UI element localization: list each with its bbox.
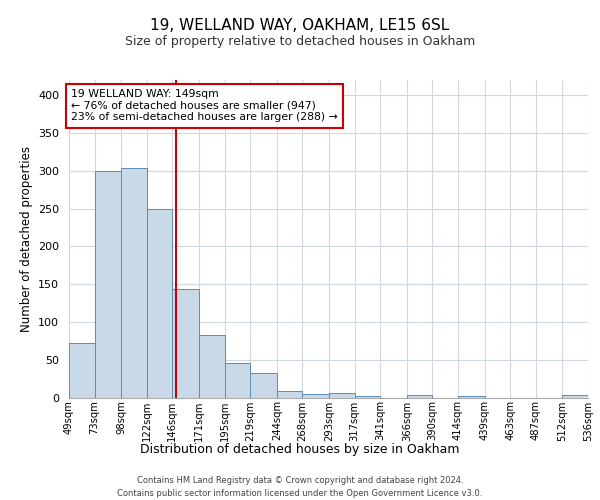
Bar: [302, 394, 329, 398]
Bar: [147, 210, 172, 398]
Bar: [121, 168, 147, 398]
Text: 19 WELLAND WAY: 149sqm
← 76% of detached houses are smaller (947)
23% of semi-de: 19 WELLAND WAY: 149sqm ← 76% of detached…: [71, 89, 338, 122]
Bar: [69, 343, 95, 398]
Bar: [224, 364, 250, 398]
Text: Distribution of detached houses by size in Oakham: Distribution of detached houses by size …: [140, 442, 460, 456]
Text: Contains HM Land Registry data © Crown copyright and database right 2024.: Contains HM Land Registry data © Crown c…: [137, 476, 463, 485]
Bar: [329, 393, 355, 398]
Bar: [277, 392, 302, 398]
Bar: [95, 170, 121, 398]
Text: Contains public sector information licensed under the Open Government Licence v3: Contains public sector information licen…: [118, 489, 482, 498]
Bar: [407, 395, 433, 398]
Y-axis label: Number of detached properties: Number of detached properties: [20, 146, 32, 332]
Bar: [355, 396, 380, 398]
Bar: [199, 335, 224, 398]
Text: 19, WELLAND WAY, OAKHAM, LE15 6SL: 19, WELLAND WAY, OAKHAM, LE15 6SL: [151, 18, 449, 32]
Bar: [250, 374, 277, 398]
Bar: [458, 396, 485, 398]
Bar: [562, 395, 588, 398]
Bar: [172, 290, 199, 398]
Text: Size of property relative to detached houses in Oakham: Size of property relative to detached ho…: [125, 35, 475, 48]
